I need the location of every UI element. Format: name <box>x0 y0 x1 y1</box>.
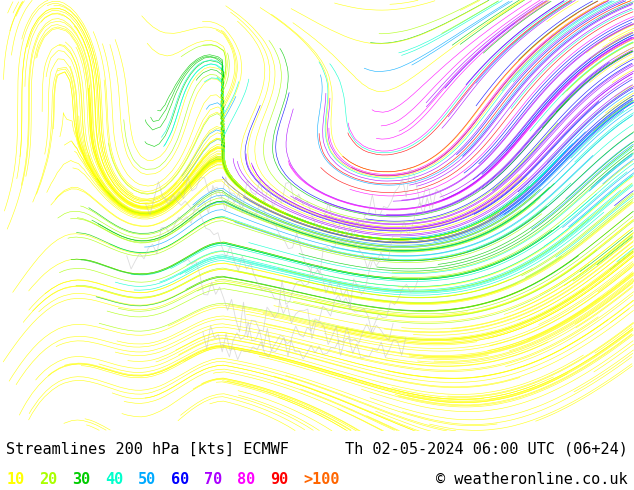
Text: 80: 80 <box>237 472 256 487</box>
Text: 10: 10 <box>6 472 25 487</box>
Text: >100: >100 <box>303 472 340 487</box>
Text: 70: 70 <box>204 472 223 487</box>
Text: Streamlines 200 hPa [kts] ECMWF: Streamlines 200 hPa [kts] ECMWF <box>6 442 289 457</box>
Text: 40: 40 <box>105 472 124 487</box>
Text: 60: 60 <box>171 472 190 487</box>
Text: Th 02-05-2024 06:00 UTC (06+24): Th 02-05-2024 06:00 UTC (06+24) <box>345 442 628 457</box>
Text: 50: 50 <box>138 472 157 487</box>
Text: © weatheronline.co.uk: © weatheronline.co.uk <box>436 472 628 487</box>
Text: 30: 30 <box>72 472 91 487</box>
Text: 20: 20 <box>39 472 58 487</box>
Text: 90: 90 <box>270 472 288 487</box>
